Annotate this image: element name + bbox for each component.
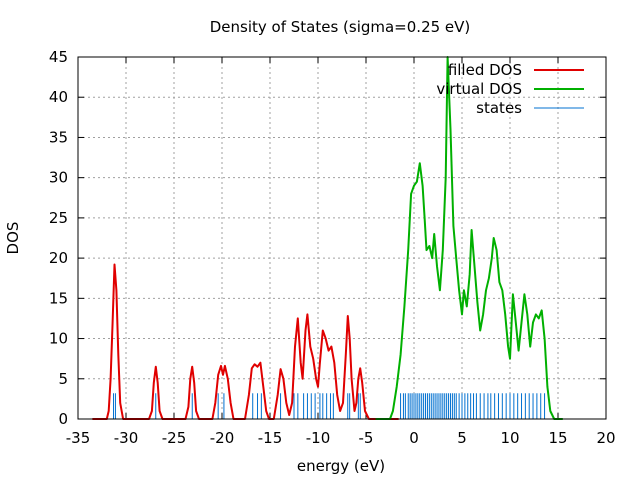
x-tick-label: 0 — [409, 429, 419, 447]
plot-frame — [77, 56, 607, 420]
x-tick-label: -15 — [258, 429, 283, 447]
filled-dos-line — [92, 263, 399, 420]
x-tick-label: -30 — [114, 429, 139, 447]
x-tick-label: -5 — [359, 429, 374, 447]
y-tick-label: 10 — [49, 330, 68, 348]
x-tick-label: 10 — [500, 429, 519, 447]
x-tick-label: -10 — [306, 429, 331, 447]
x-axis-label: energy (eV) — [297, 457, 385, 475]
legend-label-states: states — [476, 99, 522, 117]
y-tick-label: 35 — [49, 128, 68, 146]
x-tick-label: -25 — [162, 429, 187, 447]
y-tick-label: 40 — [49, 88, 68, 106]
y-tick-label: 25 — [49, 209, 68, 227]
x-tick-label: 5 — [457, 429, 467, 447]
x-tick-label: 20 — [596, 429, 615, 447]
tick-labels: -35 -30 -25 -20 -15 -10 -5 0 5 10 15 20 0 5 10 15 20 25 30… — [49, 48, 616, 447]
y-axis-label: DOS — [4, 222, 22, 255]
x-tick-label: 15 — [548, 429, 567, 447]
x-tick-label: -35 — [66, 429, 91, 447]
virtual-dos-line — [375, 56, 563, 420]
y-tick-label: 20 — [49, 249, 68, 267]
chart-title: Density of States (sigma=0.25 eV) — [210, 18, 471, 36]
legend-label-virtual: virtual DOS — [436, 80, 522, 98]
y-tick-label: 0 — [58, 410, 68, 428]
y-tick-label: 15 — [49, 289, 68, 307]
x-tick-label: -20 — [210, 429, 235, 447]
y-tick-label: 45 — [49, 48, 68, 66]
plot-area — [92, 56, 563, 420]
y-tick-label: 5 — [58, 370, 68, 388]
grid — [77, 56, 607, 420]
y-tick-label: 30 — [49, 169, 68, 187]
legend: filled DOS virtual DOS states — [436, 61, 584, 117]
legend-label-filled: filled DOS — [448, 61, 522, 79]
